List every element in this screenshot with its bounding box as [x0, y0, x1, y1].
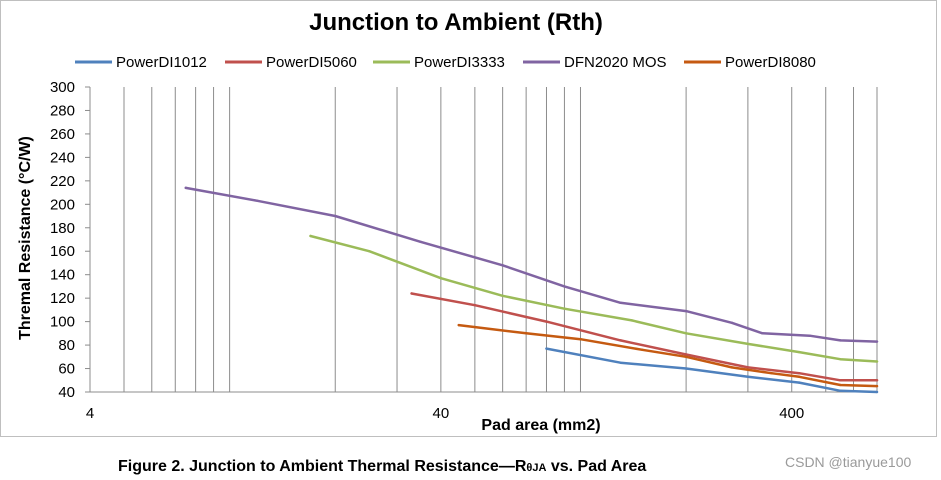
series-2-point-6 [746, 366, 750, 369]
y-tick-label-2: 60 [58, 361, 75, 378]
series-5-point-10 [875, 384, 879, 388]
series-3-point-11 [875, 360, 879, 363]
series-2-point-4 [619, 339, 622, 342]
series-3-point-2 [368, 250, 371, 253]
figure-caption: Figure 2. Junction to Ambient Thermal Re… [118, 458, 647, 475]
series-3-point-1 [309, 234, 312, 238]
series-3-point-10 [839, 357, 842, 361]
legend-label-5: PowerDI8080 [725, 54, 816, 71]
series-3-point-8 [746, 342, 750, 346]
x-tick-label-3: 400 [779, 405, 804, 422]
series-5-point-6 [730, 366, 734, 369]
legend-label-2: PowerDI5060 [266, 54, 357, 71]
series-3-point-4 [501, 294, 504, 298]
legend-label-4: DFN2020 MOS [564, 54, 667, 71]
series-2-point-8 [839, 379, 842, 382]
series-4-point-11 [808, 334, 811, 337]
series-4-point-10 [761, 332, 764, 335]
series-5-point-7 [770, 372, 773, 375]
series-3-point-6 [630, 319, 633, 322]
series-2-point-3 [545, 320, 548, 323]
series-5-point-3 [579, 338, 582, 341]
y-tick-label-10: 220 [50, 173, 75, 190]
series-1-point-4 [746, 375, 750, 378]
series-line-5 [457, 323, 879, 388]
series-1-point-1 [545, 347, 548, 350]
series-1-point-5 [797, 381, 801, 384]
series-3-point-5 [563, 307, 566, 310]
y-tick-label-11: 240 [50, 149, 75, 166]
series-4-point-7 [619, 301, 622, 305]
x-axis-label: Pad area (mm2) [481, 417, 600, 434]
series-1-point-2 [619, 361, 622, 364]
series-4-point-6 [563, 285, 566, 288]
series-4-point-3 [334, 214, 337, 218]
series-4-point-13 [875, 340, 879, 343]
series-3-point-7 [684, 332, 688, 335]
x-tick-label-2: 40 [433, 405, 450, 422]
series-5-point-5 [684, 355, 688, 359]
y-tick-label-13: 280 [50, 102, 75, 119]
series-3-point-3 [439, 277, 443, 280]
series-line-1 [545, 347, 879, 394]
y-tick-label-3: 80 [58, 337, 75, 354]
y-tick-label-5: 120 [50, 290, 75, 307]
chart-title: Junction to Ambient (Rth) [309, 9, 603, 36]
y-tick-label-12: 260 [50, 126, 75, 143]
series-1-point-6 [839, 389, 842, 393]
series-5-point-8 [797, 375, 801, 378]
series-4-point-8 [684, 309, 688, 313]
series-4-point-12 [839, 339, 842, 342]
series-5-point-1 [457, 323, 461, 327]
chart-frame [0, 0, 937, 437]
series-2-point-1 [410, 292, 413, 295]
legend-label-1: PowerDI1012 [116, 54, 207, 71]
series-2-point-5 [684, 353, 688, 356]
chart: Junction to Ambient (Rth) PowerDI1012 Powe… [17, 9, 879, 434]
series-1-point-3 [684, 367, 688, 370]
series-5-point-2 [524, 332, 528, 335]
y-tick-label-1: 40 [58, 384, 75, 401]
series-3-point-9 [797, 350, 801, 354]
watermark: CSDN @tianyue100 [785, 454, 912, 470]
series-5-point-9 [839, 383, 842, 387]
legend-label-3: PowerDI3333 [414, 54, 505, 71]
series-1-point-7 [875, 390, 879, 394]
series-5-point-4 [641, 348, 644, 351]
series-4-point-1 [184, 186, 187, 190]
series-2-point-2 [473, 303, 477, 307]
y-axis-label: Thremal Resistance (°C/W) [17, 136, 34, 340]
series-4-point-4 [419, 240, 422, 244]
y-tick-label-8: 180 [50, 220, 75, 237]
y-tick-label-14: 300 [50, 79, 75, 96]
y-tick-label-7: 160 [50, 243, 75, 260]
series-4-point-9 [730, 321, 734, 324]
series-2-point-9 [875, 379, 879, 382]
x-tick-label-1: 4 [86, 405, 94, 422]
series-4-point-5 [501, 264, 504, 267]
series-2-point-7 [797, 372, 801, 375]
y-tick-label-9: 200 [50, 196, 75, 213]
y-tick-label-6: 140 [50, 267, 75, 284]
y-tick-label-4: 100 [50, 314, 75, 331]
series-4-point-2 [256, 199, 259, 202]
